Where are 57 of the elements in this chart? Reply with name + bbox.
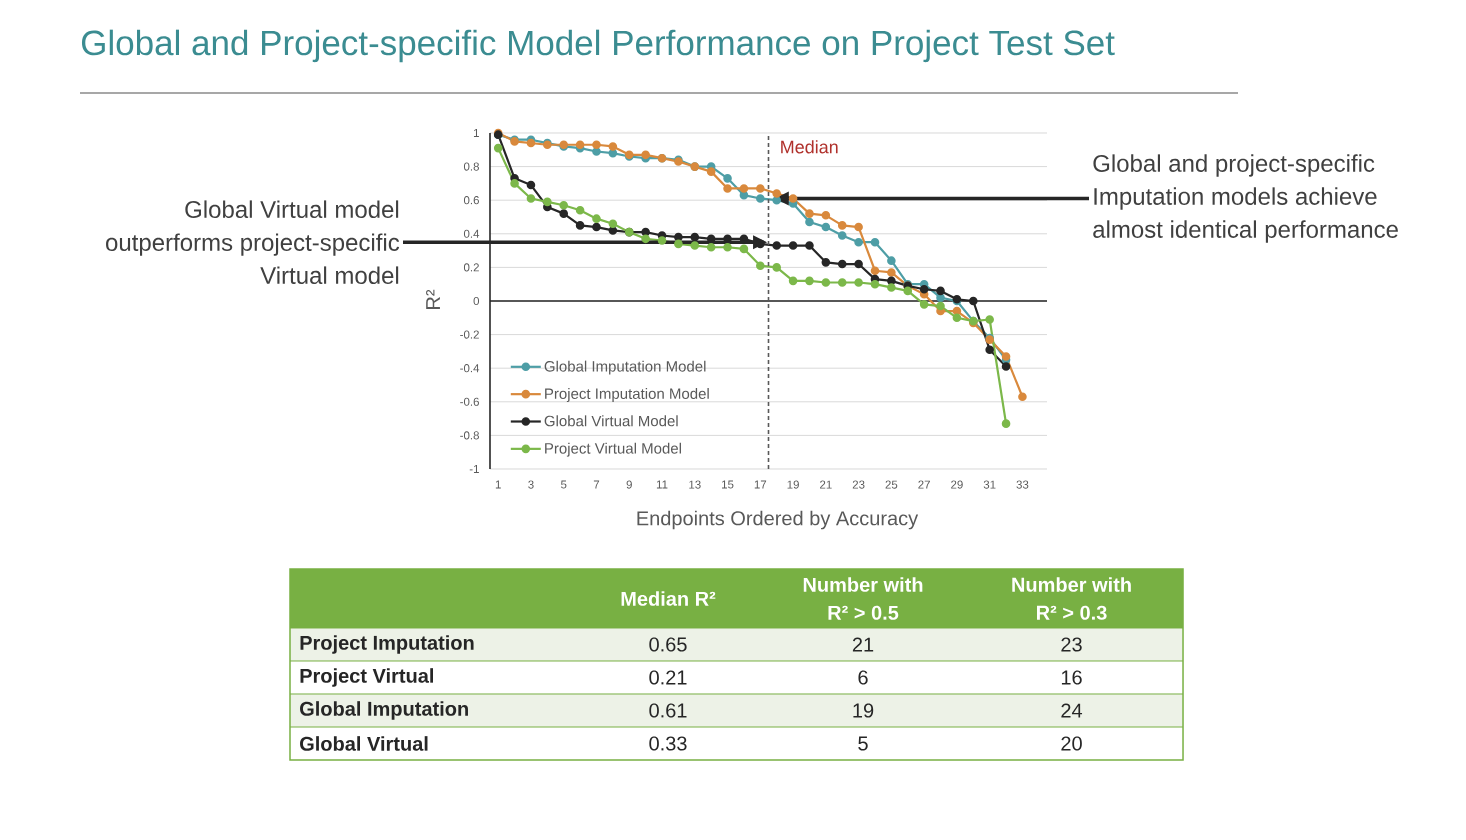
y-tick-label: -0.6: [460, 397, 479, 406]
text: 6: [858, 670, 868, 685]
x-axis-title: Endpoints Ordered by Accuracy: [637, 510, 919, 530]
text: 24: [1061, 703, 1083, 718]
text: 23: [1061, 637, 1082, 652]
x-tick-label: 11: [656, 480, 668, 489]
category-label: Project Imputation: [300, 635, 474, 654]
y-tick-label: -0.2: [460, 330, 479, 339]
x-tick-label: 1: [495, 480, 501, 489]
x-tick-label: 27: [918, 480, 930, 489]
y-tick-label: 0.8: [463, 162, 479, 171]
y-tick-label: 0.6: [463, 196, 479, 205]
y-tick-label: -0.8: [460, 431, 479, 440]
annotation: Global and project-specific Imputation models achieve almost identical performance: [1093, 154, 1398, 243]
x-tick-label: 7: [593, 480, 600, 489]
text: 0.65: [649, 637, 687, 652]
y-axis-title: R²: [426, 289, 440, 309]
annotation: Global Virtual model outperforms project-specific Virtual model: [106, 200, 400, 285]
x-tick-label: 5: [560, 480, 567, 489]
x-tick-label: 13: [689, 480, 701, 489]
y-tick-label: -0.4: [460, 364, 480, 373]
legend-label: Global Imputation Model: [544, 360, 706, 375]
x-tick-label: 31: [983, 480, 996, 489]
category-label: Number with R² > 0.5: [803, 577, 923, 620]
text: 16: [1061, 670, 1082, 685]
text: 5: [858, 736, 868, 751]
y-tick-label: -1: [469, 465, 479, 473]
category-label: Project Virtual: [300, 668, 434, 687]
text: 0.61: [649, 703, 687, 718]
text: 0.21: [649, 670, 687, 685]
x-tick-label: 9: [626, 480, 632, 489]
y-tick-label: 0: [473, 296, 480, 306]
y-tick-label: 1: [473, 129, 479, 137]
x-tick-label: 19: [787, 480, 799, 489]
x-tick-label: 29: [951, 480, 963, 489]
y-tick-label: 0.4: [463, 229, 480, 238]
legend-label: Project Imputation Model: [545, 387, 709, 402]
x-tick-label: 3: [528, 480, 534, 489]
x-tick-label: 33: [1016, 480, 1029, 489]
ref-line-label: Median: [781, 140, 838, 154]
x-tick-label: 15: [722, 480, 734, 489]
text: 19: [853, 703, 874, 718]
text: 20: [1061, 736, 1082, 751]
text: 21: [852, 637, 874, 652]
x-tick-label: 25: [885, 480, 898, 489]
legend-label: Global Virtual Model: [544, 415, 678, 427]
legend-label: Project Virtual Model: [545, 442, 681, 457]
category-label: Global Virtual: [300, 736, 428, 751]
x-tick-label: 21: [820, 480, 832, 489]
category-label: Global Imputation: [300, 701, 468, 720]
x-tick-label: 23: [852, 480, 865, 489]
x-tick-label: 17: [754, 480, 767, 489]
chart-title: Global and Project-specific Model Performance on Project Test Set: [81, 29, 1115, 63]
y-tick-label: 0.2: [463, 263, 479, 272]
category-label: Median R²: [621, 591, 716, 606]
text: 0.33: [649, 736, 687, 751]
category-label: Number with R² > 0.3: [1012, 577, 1131, 620]
